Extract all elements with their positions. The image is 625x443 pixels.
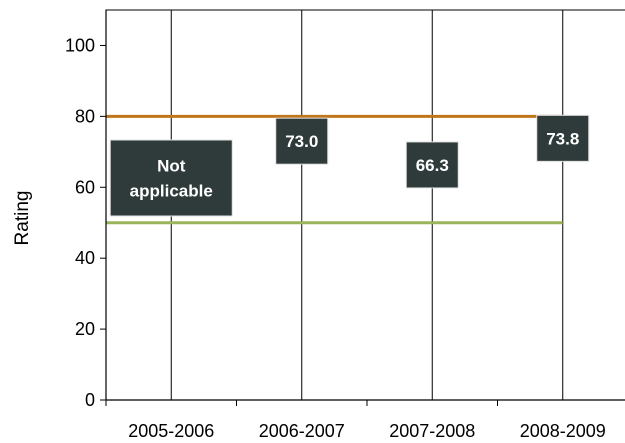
data-point-2006-2007: 73.0	[275, 117, 329, 165]
data-point-2008-2009: 73.8	[536, 114, 590, 162]
value-label-2005-2006: applicable	[130, 182, 213, 201]
x-tick-label-2006-2007: 2006-2007	[259, 421, 345, 441]
value-label-2005-2006: Not	[157, 157, 186, 176]
y-tick-label-80: 80	[75, 106, 95, 126]
y-tick-label-0: 0	[85, 390, 95, 410]
y-axis-title: Rating	[12, 191, 33, 246]
y-tick-label-60: 60	[75, 177, 95, 197]
x-tick-label-2008-2009: 2008-2009	[520, 421, 606, 441]
y-tick-label-100: 100	[65, 35, 95, 55]
x-tick-label-2005-2006: 2005-2006	[128, 421, 214, 441]
value-box-2006-2007	[275, 117, 329, 165]
value-label-2006-2007: 73.0	[285, 132, 318, 151]
value-label-2007-2008: 66.3	[416, 156, 449, 175]
y-tick-label-40: 40	[75, 248, 95, 268]
data-point-2005-2006: Not applicable	[109, 139, 233, 217]
y-tick-label-20: 20	[75, 319, 95, 339]
value-box-2005-2006	[109, 139, 233, 217]
x-tick-label-2007-2008: 2007-2008	[389, 421, 475, 441]
data-point-2007-2008: 66.3	[405, 141, 459, 189]
value-label-2008-2009: 73.8	[546, 129, 579, 148]
value-box-2008-2009	[536, 114, 590, 162]
value-box-2007-2008	[405, 141, 459, 189]
